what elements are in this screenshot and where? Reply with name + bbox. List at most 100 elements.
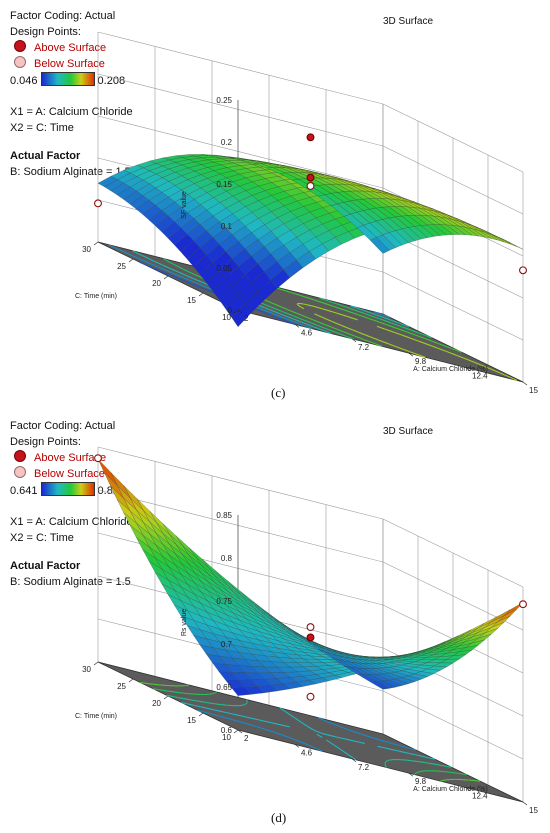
x-tick-label: 15 [529,806,538,815]
actual-factor-value: B: Sodium Alginate = 1.5 [10,576,131,588]
colorbar [40,482,95,496]
design-point-below [94,199,102,208]
floor-contour-plot [97,661,524,803]
y-axis-label: C: Time (min) [75,293,117,300]
x-tick-label: 4.6 [301,328,313,337]
y-axis: 10 15 20 25 30 C: Time (min) [75,241,239,322]
chart-title: 3D Surface [383,426,434,437]
y-tick-label: 15 [187,716,196,725]
design-point-below [519,600,527,609]
z-tick-label: 0 [228,306,233,315]
below-surface-dot-icon [14,56,26,68]
x-axis: 2 4.6 7.2 9.8 12.4 15 A: Calcium Chloride (%) [237,729,538,815]
z-tick-label: 0.1 [221,222,233,231]
below-surface-label: Below Surface [34,58,105,70]
z-tick-label: 0.8 [221,554,233,563]
x1-definition: X1 = A: Calcium Chloride [10,106,133,118]
z-axis-label: Rs value [181,609,188,636]
design-point-above [306,133,315,142]
x-axis-label: A: Calcium Chloride (%) [413,786,488,793]
x-tick-label: 15 [529,386,538,395]
legend-above: Above Surface [10,40,133,56]
design-points-label: Design Points: [10,436,81,448]
legend-below: Below Surface [10,466,133,482]
axes-box [97,446,524,803]
actual-factor-value: B: Sodium Alginate = 1.5 [10,166,131,178]
panel-d: Factor Coding: Actual Design Points: Abo… [0,410,550,833]
x-tick-label: 2 [244,314,249,323]
info-block: Factor Coding: Actual Design Points: Abo… [10,8,133,180]
above-surface-label: Above Surface [34,452,107,464]
z-tick-label: 0.15 [216,180,232,189]
colorbar-max: 0.208 [97,75,126,87]
design-point-below [306,182,315,190]
x-tick-label: 9.8 [415,777,427,786]
y-tick-label: 10 [222,733,231,742]
surface-chart-c: 0 0.05 0.1 0.15 0.2 0.25 SF value 2 4.6 7.2 9.8 12.… [75,31,538,395]
above-surface-label: Above Surface [34,42,107,54]
colorbar [40,72,95,86]
y-tick-label: 25 [117,682,126,691]
x-tick-label: 12.4 [472,372,488,381]
below-surface-dot-icon [14,466,26,478]
design-points-label: Design Points: [10,26,81,38]
x-tick-label: 2 [244,734,249,743]
x-tick-label: 7.2 [358,763,370,772]
y-tick-label: 30 [82,245,91,254]
below-surface-label: Below Surface [34,468,105,480]
legend-below: Below Surface [10,56,133,72]
y-tick-label: 10 [222,313,231,322]
y-tick-label: 15 [187,296,196,305]
y-tick-label: 20 [152,699,161,708]
design-point-above [306,633,315,642]
panel-c: Factor Coding: Actual Design Points: Abo… [0,0,550,410]
colorbar-row: 0.046 0.208 [10,72,133,88]
x2-definition: X2 = C: Time [10,122,74,134]
actual-factor-heading: Actual Factor [10,560,81,572]
z-tick-label: 0.6 [221,726,233,735]
y-axis-label: C: Time (min) [75,713,117,720]
info-block: Factor Coding: Actual Design Points: Abo… [10,418,133,590]
colorbar-row: 0.641 0.837 [10,482,133,498]
z-axis-label: SF value [181,191,188,219]
actual-factor-heading: Actual Factor [10,150,81,162]
colorbar-min: 0.641 [10,485,38,497]
y-tick-label: 20 [152,279,161,288]
y-axis: 10 15 20 25 30 C: Time (min) [75,661,239,742]
x-axis: 2 4.6 7.2 9.8 12.4 15 A: Calcium Chloride (%) [237,309,538,395]
factor-coding-label: Factor Coding: Actual [10,10,116,22]
figure-caption-d: (d) [271,810,287,825]
design-point-below [306,692,315,701]
colorbar-min: 0.046 [10,75,38,87]
z-axis: 0 0.05 0.1 0.15 0.2 0.25 SF value [181,96,233,315]
x-tick-label: 12.4 [472,792,488,801]
z-tick-label: 0.05 [216,264,232,273]
above-surface-dot-icon [14,450,26,462]
z-tick-label: 0.65 [216,683,232,692]
x-tick-label: 4.6 [301,748,313,757]
surface-chart-d: 0.6 0.65 0.7 0.75 0.8 0.85 Rs value 2 4.6 7.2 9.8 1… [75,446,538,815]
design-point-below [306,623,315,632]
x-tick-label: 9.8 [415,357,427,366]
figure-caption-c: (c) [271,385,286,400]
x2-definition: X2 = C: Time [10,532,74,544]
floor-contour-plot [97,241,524,383]
x1-definition: X1 = A: Calcium Chloride [10,516,133,528]
z-tick-label: 0.75 [216,597,232,606]
z-tick-label: 0.25 [216,96,232,105]
above-surface-dot-icon [14,40,26,52]
design-points [94,454,527,701]
factor-coding-label: Factor Coding: Actual [10,420,116,432]
design-point-below [94,454,102,463]
legend-above: Above Surface [10,450,133,466]
y-tick-label: 30 [82,665,91,674]
design-point-below [519,266,527,275]
design-points [94,133,527,275]
response-surface [97,458,524,696]
z-tick-label: 0.7 [221,640,233,649]
z-tick-label: 0.2 [221,138,233,147]
x-axis-label: A: Calcium Chloride (%) [413,366,488,373]
response-surface [97,154,524,328]
z-axis: 0.6 0.65 0.7 0.75 0.8 0.85 Rs value [181,511,233,735]
z-tick-label: 0.85 [216,511,232,520]
